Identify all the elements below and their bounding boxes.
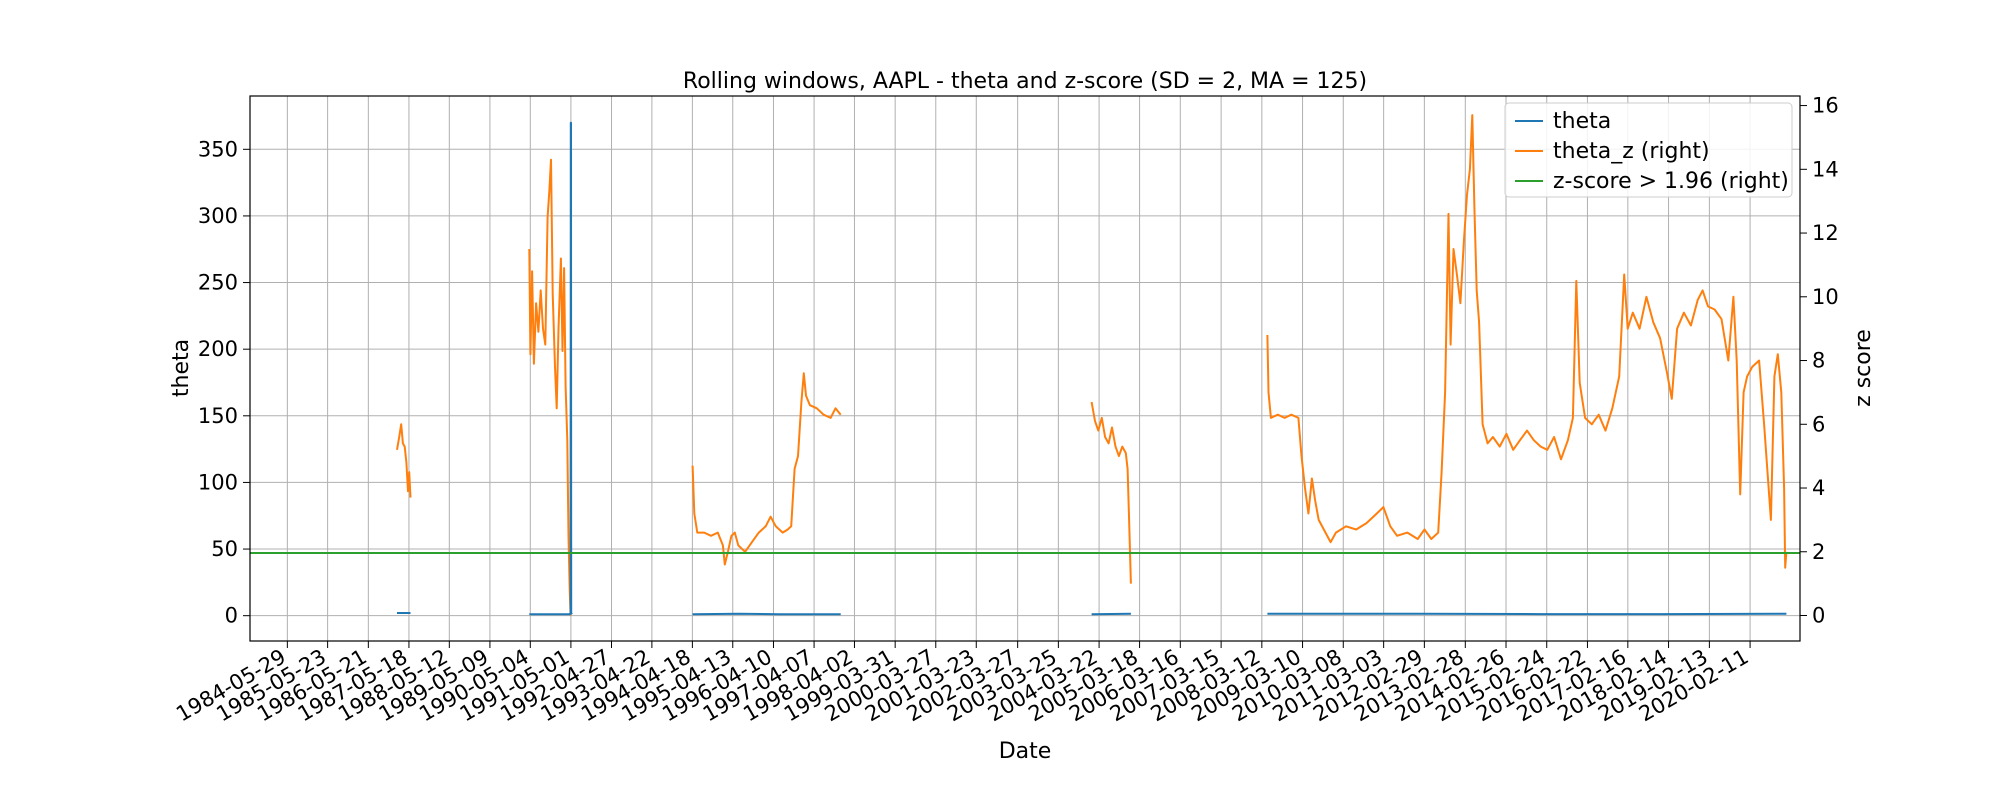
series-line-theta-z-right: [396, 423, 412, 498]
y-tick-label: 150: [198, 404, 238, 428]
legend: theta theta_z (right) z-score > 1.96 (ri…: [1504, 102, 1793, 198]
y-tick-label: 0: [225, 604, 238, 628]
series-line-theta: [692, 612, 841, 616]
series-line-theta-z-right: [528, 158, 572, 616]
legend-label-zscore-threshold: z-score > 1.96 (right): [1553, 169, 1789, 194]
y-right-tick-label: 16: [1812, 94, 1839, 118]
series-line-theta-z-right: [1090, 401, 1132, 584]
series-line-theta-z-right: [1266, 114, 1788, 569]
y-tick-label: 50: [211, 537, 238, 561]
y-tick-label: 300: [198, 204, 238, 228]
grid: [250, 96, 1800, 641]
y-right-tick-label: 0: [1812, 604, 1825, 628]
y-right-tick-label: 14: [1812, 157, 1839, 181]
y-right-tick-label: 10: [1812, 285, 1839, 309]
legend-box: [1504, 102, 1793, 198]
series-line-theta-z-right: [691, 372, 842, 566]
y-right-tick-label: 2: [1812, 540, 1825, 564]
y-axis-title: theta: [169, 339, 194, 397]
y-tick-label: 200: [198, 337, 238, 361]
series-line-theta: [1091, 612, 1131, 616]
y-right-tick-label: 12: [1812, 221, 1839, 245]
y-axis-right-title: z score: [1851, 329, 1876, 407]
y-tick-label: 100: [198, 470, 238, 494]
series-line-theta: [529, 121, 573, 616]
x-axis-title: Date: [999, 739, 1052, 764]
y-right-tick-label: 4: [1812, 476, 1825, 500]
series-layer: [250, 114, 1800, 616]
legend-label-theta-z: theta_z (right): [1553, 139, 1710, 164]
y-right-tick-label: 8: [1812, 349, 1825, 373]
chart-title: Rolling windows, AAPL - theta and z-scor…: [683, 69, 1367, 94]
axis-ticks: 1984-05-291985-05-231986-05-211987-05-18…: [172, 94, 1839, 727]
y-right-tick-label: 6: [1812, 412, 1825, 436]
y-tick-label: 250: [198, 271, 238, 295]
y-tick-label: 350: [198, 137, 238, 161]
plot-frame: [249, 95, 1801, 642]
legend-label-theta: theta: [1553, 109, 1611, 134]
